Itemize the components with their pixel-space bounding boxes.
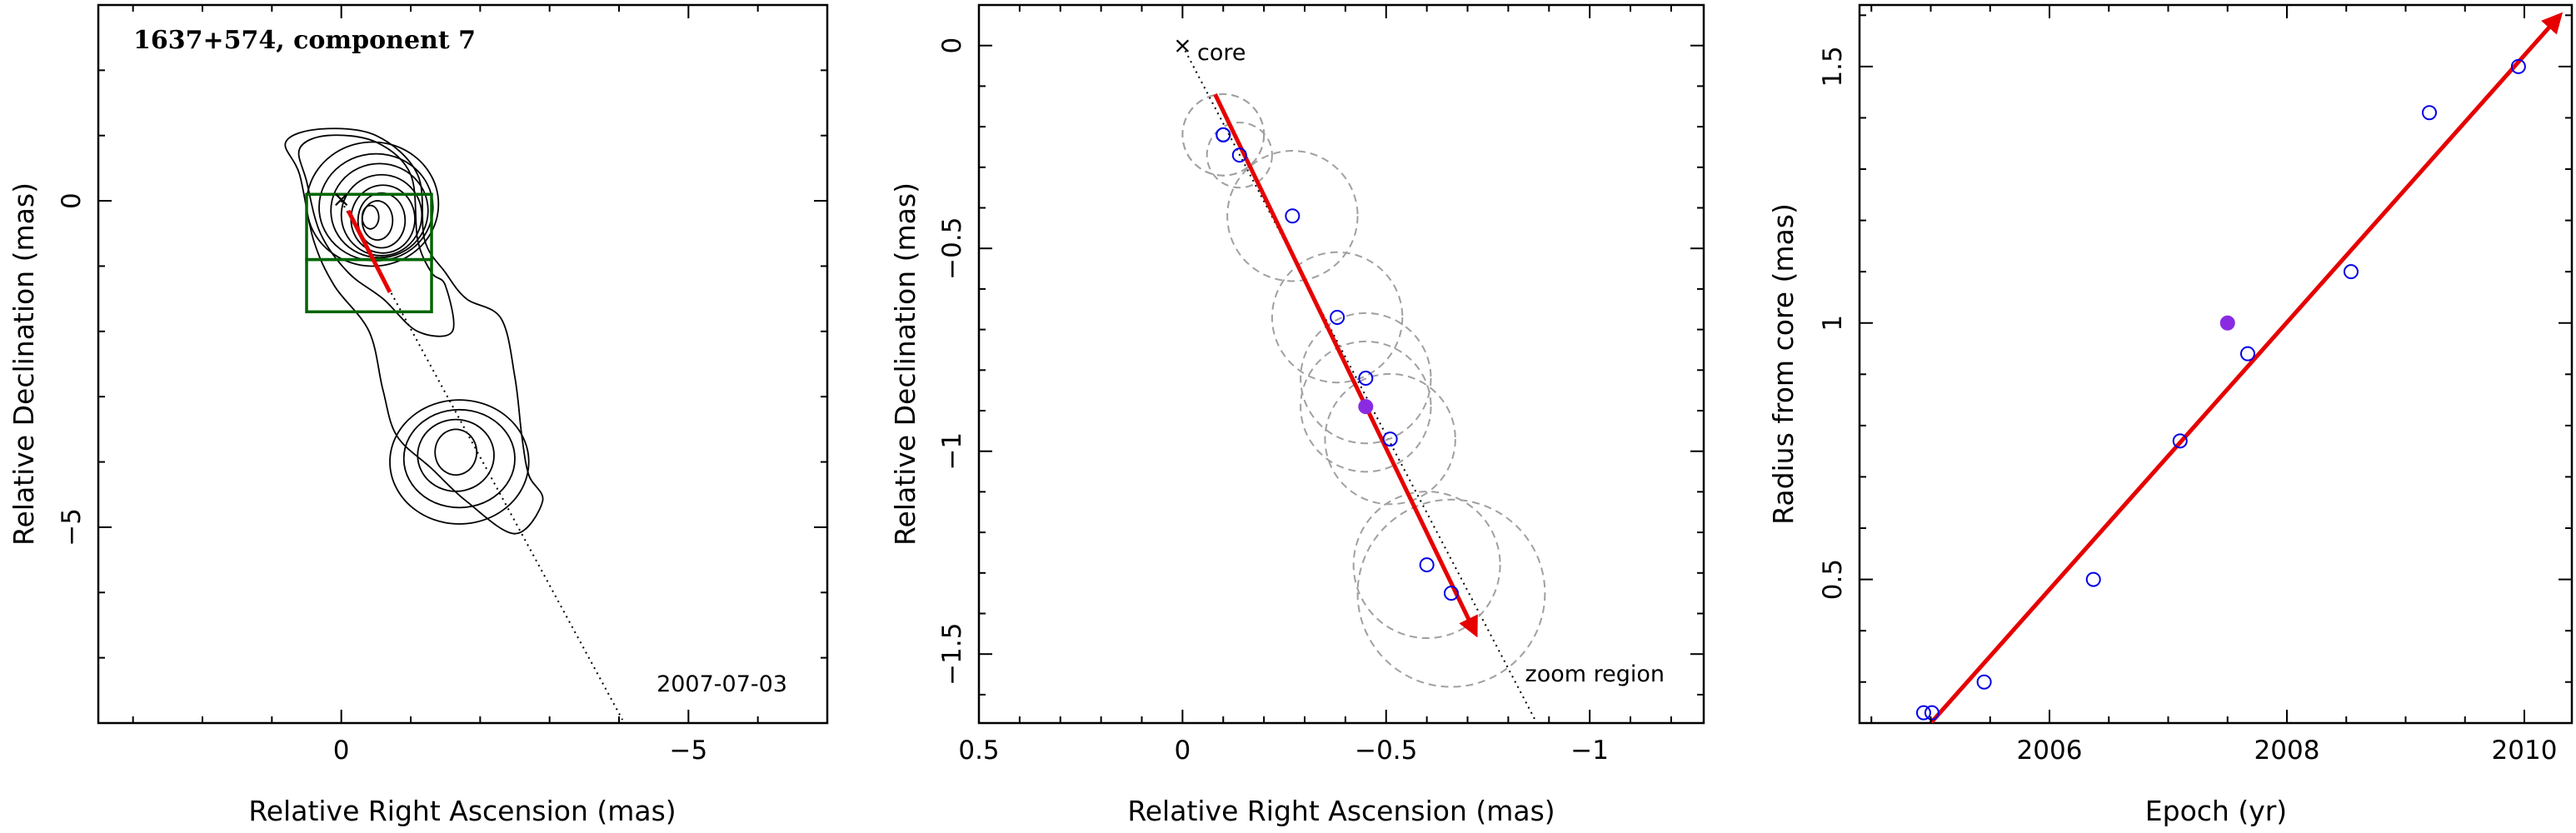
contour-level [417, 418, 495, 492]
x-tick-label: 0 [333, 736, 350, 766]
data-point [1419, 557, 1435, 573]
uncertainty-circle [1324, 372, 1456, 506]
y-tick-label: −5 [57, 508, 87, 546]
y-tick-label: 1.5 [1818, 46, 1848, 87]
fit-line [1929, 12, 2564, 723]
data-point [2422, 105, 2437, 121]
contour-level [330, 162, 429, 259]
panel-zoom-region: × 0.5 0 −0.5 −1 0 −0.5 −1 −1.5 core zoom region… [889, 3, 1705, 827]
x-tick-label: −0.5 [1355, 736, 1417, 766]
uncertainty-circle [1271, 251, 1404, 384]
data-point [1216, 127, 1231, 142]
x-axis-label: Relative Right Ascension (mas) [248, 795, 676, 827]
jet-axis-line [1181, 45, 1538, 723]
data-point [1976, 674, 1992, 690]
plot-frame [1858, 3, 2574, 725]
data-point [1231, 147, 1247, 163]
uncertainty-circle [1181, 92, 1266, 177]
y-tick-label: −1.5 [937, 623, 967, 686]
data-point [2510, 58, 2526, 74]
y-axis-label: Radius from core (mas) [1767, 203, 1800, 525]
x-tick-label: 0 [1175, 736, 1191, 766]
y-tick-label: 0 [57, 192, 87, 209]
data-point [1285, 208, 1300, 224]
highlight-point [2219, 315, 2235, 331]
contour-level [357, 192, 407, 249]
contour-level [306, 141, 440, 267]
y-axis-label: Relative Declination (mas) [7, 182, 40, 546]
contour-level [361, 204, 380, 230]
panel-contour-map: × 0 −5 0 −5 1637+574, component 7 2007-07-0… [7, 3, 829, 827]
contour-map [284, 127, 544, 535]
uncertainty-circle [1300, 312, 1432, 445]
uncertainty-circle [1206, 122, 1273, 189]
data-point [2172, 433, 2188, 449]
panel-radius-vs-epoch: 2006 2008 2010 0.5 1 1.5 Epoch (yr) Radius fr… [1767, 3, 2574, 827]
contour-level [340, 173, 423, 257]
contour-level [361, 200, 394, 241]
x-tick-label: 2006 [2017, 736, 2083, 766]
zoom-box [305, 257, 433, 314]
contour-level [434, 428, 478, 476]
velocity-arrow [1213, 93, 1478, 638]
core-label: core [1197, 40, 1246, 66]
plot-frame [977, 3, 1705, 725]
plot-frame [97, 3, 829, 725]
x-axis-label: Epoch (yr) [2145, 795, 2287, 827]
x-tick-label: 0.5 [958, 736, 999, 766]
data-point [2085, 571, 2101, 587]
x-axis-label: Relative Right Ascension (mas) [1127, 795, 1555, 827]
data-point [1330, 309, 1345, 325]
data-point [2343, 264, 2359, 280]
contour-level [389, 399, 530, 525]
x-tick-label: 2010 [2492, 736, 2558, 766]
panel-title: 1637+574, component 7 [133, 26, 476, 55]
y-tick-label: 0.5 [1818, 559, 1848, 600]
uncertainty-circle [1356, 498, 1546, 688]
contour-level [402, 408, 516, 509]
y-tick-label: −0.5 [937, 217, 967, 280]
core-marker: × [1173, 33, 1192, 59]
uncertainty-circle [1300, 340, 1432, 473]
contour-level [284, 127, 544, 535]
y-tick-label: −1 [937, 432, 967, 471]
y-tick-label: 0 [937, 37, 967, 54]
data-point [2239, 346, 2255, 362]
data-point [1924, 705, 1939, 721]
velocity-arrow [346, 209, 392, 293]
core-marker: × [332, 187, 351, 212]
zoom-region-label: zoom region [1525, 661, 1665, 687]
data-point [1443, 586, 1459, 601]
y-axis-label: Relative Declination (mas) [889, 182, 921, 546]
uncertainty-circle [1226, 150, 1359, 282]
x-tick-label: −5 [669, 736, 707, 766]
epoch-label: 2007-07-03 [656, 671, 787, 697]
highlight-point [1358, 399, 1374, 415]
uncertainty-circle [1352, 491, 1501, 640]
data-point [1358, 371, 1374, 387]
x-tick-label: 2008 [2254, 736, 2320, 766]
y-tick-label: 1 [1818, 315, 1848, 332]
x-tick-label: −1 [1570, 736, 1609, 766]
data-point [1382, 431, 1398, 447]
contour-level [297, 134, 455, 337]
data-point [1915, 705, 1931, 721]
